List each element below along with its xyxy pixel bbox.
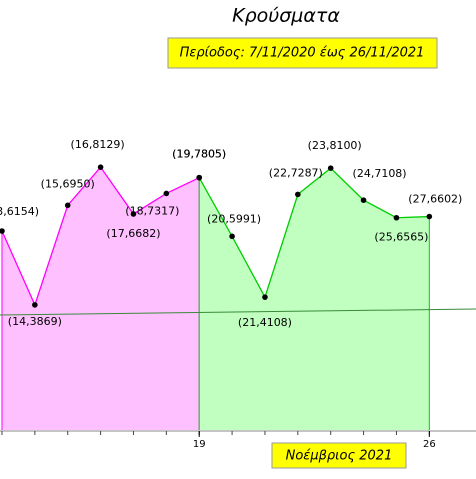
point xyxy=(163,190,170,197)
data-label: (17,6682) xyxy=(106,227,160,240)
area xyxy=(1,167,200,430)
point xyxy=(0,228,5,234)
data-label: (20,5991) xyxy=(207,212,261,225)
point xyxy=(360,197,367,203)
chart-title: Κρούσματα xyxy=(232,5,340,27)
x-axis-label: Νοέμβριος 2021 xyxy=(286,449,393,464)
point xyxy=(130,211,137,217)
data-label: (19,7805) xyxy=(172,148,226,161)
point xyxy=(229,233,235,240)
data-label: (25,6565) xyxy=(374,231,428,244)
point xyxy=(32,302,38,308)
point xyxy=(64,202,71,209)
x-tick-label: 26 xyxy=(423,439,436,450)
data-label: (24,7108) xyxy=(353,167,407,180)
data-label: (19,7805) xyxy=(172,148,226,161)
point xyxy=(97,164,104,170)
line xyxy=(198,167,430,299)
x-tick-label: 19 xyxy=(193,439,206,450)
subtitle-box xyxy=(167,37,438,69)
data-label: (15,6950) xyxy=(41,177,95,190)
data-label: (13,6154) xyxy=(0,205,39,218)
subtitle: Περίοδος: 7/11/2020 έως 26/11/2021 xyxy=(180,46,425,61)
data-label: (16,8129) xyxy=(71,138,125,151)
x-label-box xyxy=(271,442,407,469)
point xyxy=(426,213,433,220)
data-label: (21,4108) xyxy=(238,316,292,329)
data-label: (14,3869) xyxy=(8,315,62,328)
data-label: (27,6602) xyxy=(408,193,462,206)
data-label: (22,7287) xyxy=(269,166,323,179)
data-label: (18,7317) xyxy=(125,204,179,217)
point xyxy=(393,214,400,221)
trend-line xyxy=(0,308,476,316)
point xyxy=(295,191,301,198)
point xyxy=(327,165,334,171)
data-label: (23,8100) xyxy=(308,139,362,152)
point xyxy=(262,294,268,300)
area xyxy=(199,168,430,430)
point xyxy=(196,174,203,181)
